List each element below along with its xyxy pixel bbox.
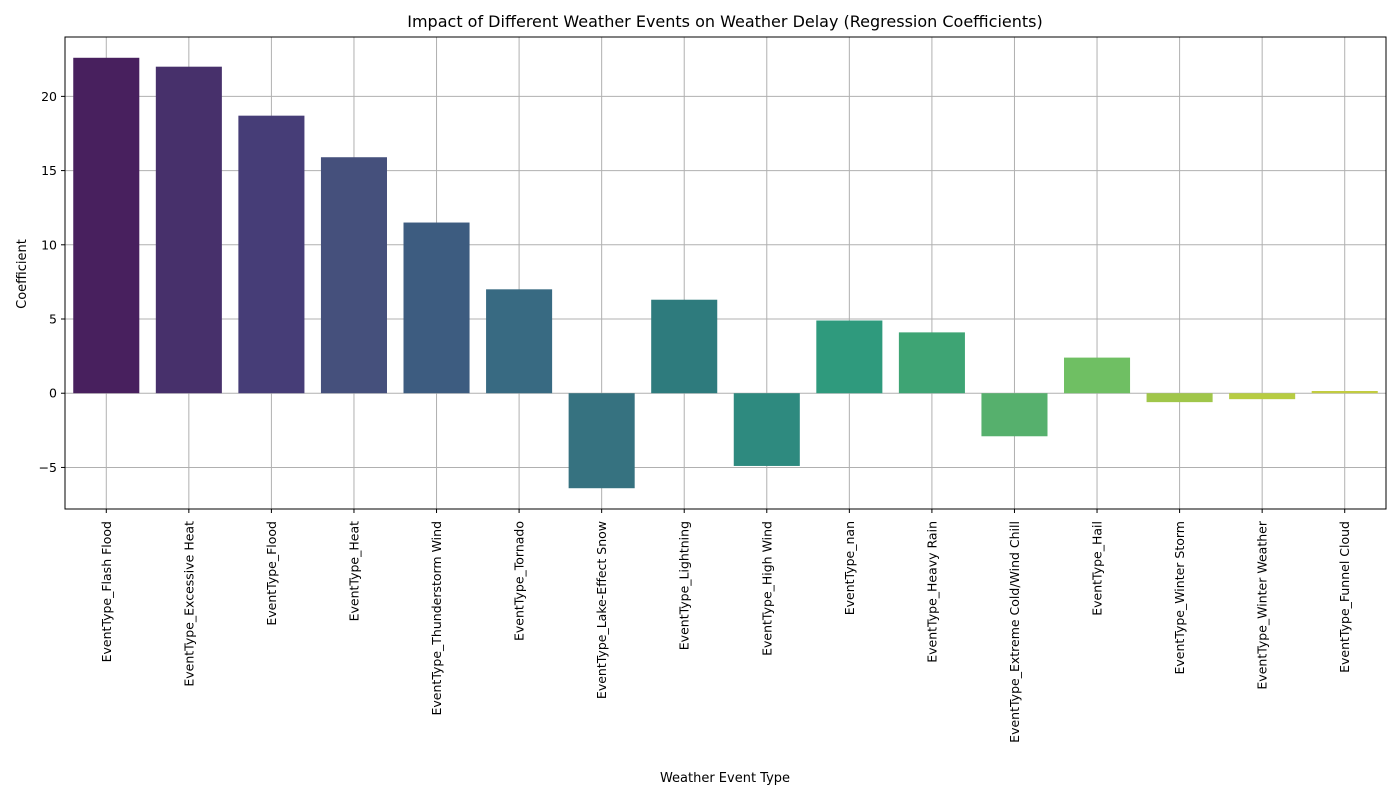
chart-title: Impact of Different Weather Events on We… [407,12,1042,31]
x-tick-label: EventType_Extreme Cold/Wind Chill [1007,521,1022,743]
x-tick-label: EventType_Flood [264,521,279,626]
bar [1311,391,1378,394]
bar [1146,393,1213,403]
y-tick-label: 5 [49,312,57,327]
bar [73,57,140,394]
x-tick-label: EventType_Thunderstorm Wind [429,521,444,715]
y-tick-label: 0 [49,386,57,401]
x-tick-label: EventType_Tornado [512,521,527,641]
x-tick-label: EventType_Lightning [677,521,692,650]
x-tick-label: EventType_Hail [1090,521,1105,616]
bar [155,66,222,394]
y-tick-label: 20 [41,89,57,104]
bar [1229,393,1296,400]
bar [568,393,635,489]
bar [816,320,883,394]
grid [65,37,1386,509]
bar [320,157,387,394]
bar [1064,357,1131,394]
bar [981,393,1048,437]
x-tick-label: EventType_Winter Storm [1172,521,1187,675]
x-tick-label: EventType_Flash Flood [99,521,114,662]
x-tick-label: EventType_Funnel Cloud [1337,521,1352,673]
bar [238,115,305,394]
plot-frame [64,36,1387,510]
x-axis-label: Weather Event Type [660,771,790,786]
x-tick-label: EventType_Heat [346,521,361,622]
bar [486,289,553,394]
bar [651,299,718,394]
y-tick-label: 15 [41,163,57,178]
x-tick-label: EventType_Winter Weather [1255,520,1270,689]
x-tick-label: EventType_nan [842,521,857,615]
y-axis-ticks: −5 0 5 10 15 20 [39,89,65,475]
x-axis-ticks: EventType_Flash Flood EventType_Excessive… [99,509,1352,743]
x-tick-label: EventType_High Wind [759,521,774,656]
x-tick-label: EventType_Excessive Heat [181,521,196,687]
y-tick-label: −5 [39,460,57,475]
bar [733,393,800,466]
bar [403,222,470,394]
x-tick-label: EventType_Heavy Rain [924,521,939,663]
y-axis-label: Coefficient [15,239,30,309]
x-tick-label: EventType_Lake-Effect Snow [594,521,609,699]
bar [898,332,965,394]
bars [73,57,1378,489]
y-tick-label: 10 [41,237,57,252]
